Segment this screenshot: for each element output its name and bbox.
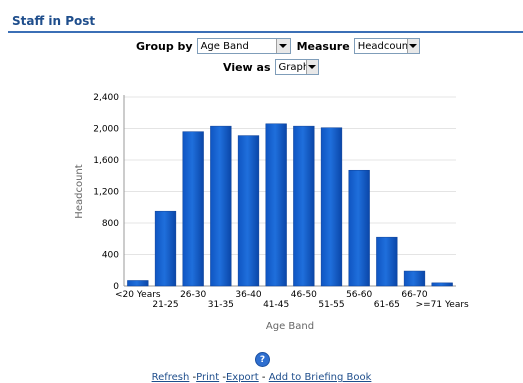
link-separator: -	[261, 372, 269, 383]
bar	[265, 123, 287, 287]
y-axis-title: Headcount	[74, 164, 85, 218]
bar	[320, 127, 343, 287]
y-tick-label: 2,000	[93, 125, 119, 135]
x-tick-label: 36-40	[235, 290, 261, 300]
bar	[348, 169, 370, 287]
bar	[431, 282, 453, 287]
x-tick-label: 26-30	[180, 290, 206, 300]
chevron-down-icon[interactable]	[406, 39, 419, 53]
x-tick-label: >=71 Years	[416, 300, 469, 310]
headcount-bar-chart: 0 400 800 1,200 1,600 2,000 2,400 <20 Years21-2…	[74, 93, 469, 332]
bar	[403, 270, 426, 287]
group-by-value: Age Band	[200, 40, 249, 52]
measure-select[interactable]: Headcount	[353, 38, 420, 54]
bar	[154, 210, 177, 287]
bar	[376, 236, 398, 287]
group-by-label: Group by	[136, 39, 193, 53]
y-tick-label: 1,600	[93, 156, 119, 166]
bar	[127, 280, 149, 287]
view-as-label: View as	[223, 60, 271, 74]
export-link[interactable]: Export	[225, 372, 259, 383]
view-as-select[interactable]: Graph	[274, 59, 319, 75]
y-tick-label: 0	[113, 282, 119, 292]
group-by-prompt: Group by Age Band Measure Headcount	[136, 38, 420, 54]
x-tick-label: 31-35	[208, 300, 234, 310]
view-as-prompt: View as Graph	[223, 59, 319, 75]
y-tick-label: 1,200	[93, 188, 119, 198]
y-tick-label: 800	[102, 219, 119, 229]
measure-label: Measure	[296, 39, 350, 53]
x-tick-label: <20 Years	[115, 290, 161, 300]
measure-value: Headcount	[357, 40, 407, 52]
x-tick-label: 61-65	[374, 300, 400, 310]
refresh-link[interactable]: Refresh	[151, 372, 190, 383]
footer-links: Refresh -Print -Export - Add to Briefing…	[0, 372, 523, 383]
bar	[237, 135, 260, 287]
y-tick-label: 2,400	[93, 93, 119, 103]
link-separator: -	[192, 372, 197, 383]
link-separator: -	[222, 372, 226, 383]
bar	[210, 125, 232, 287]
x-tick-label: 51-55	[318, 300, 344, 310]
view-as-value: Graph	[278, 61, 307, 73]
x-tick-label: 56-60	[346, 290, 372, 300]
group-by-select[interactable]: Age Band	[196, 38, 291, 54]
help-icon[interactable]: ?	[255, 352, 270, 367]
x-tick-label: 21-25	[152, 300, 178, 310]
panel-header: Staff in Post	[8, 13, 523, 33]
print-link[interactable]: Print	[196, 372, 220, 383]
panel-title: Staff in Post	[12, 14, 96, 28]
chevron-down-icon[interactable]	[275, 39, 290, 53]
x-tick-label: 66-70	[401, 290, 427, 300]
bar	[182, 131, 204, 287]
x-tick-label: 46-50	[291, 290, 317, 300]
add-to-briefing-book-link[interactable]: Add to Briefing Book	[268, 372, 372, 383]
y-tick-label: 400	[102, 251, 119, 261]
bar	[293, 125, 315, 287]
chevron-down-icon[interactable]	[306, 60, 318, 74]
x-axis-title: Age Band	[266, 321, 314, 332]
x-tick-label: 41-45	[263, 300, 289, 310]
